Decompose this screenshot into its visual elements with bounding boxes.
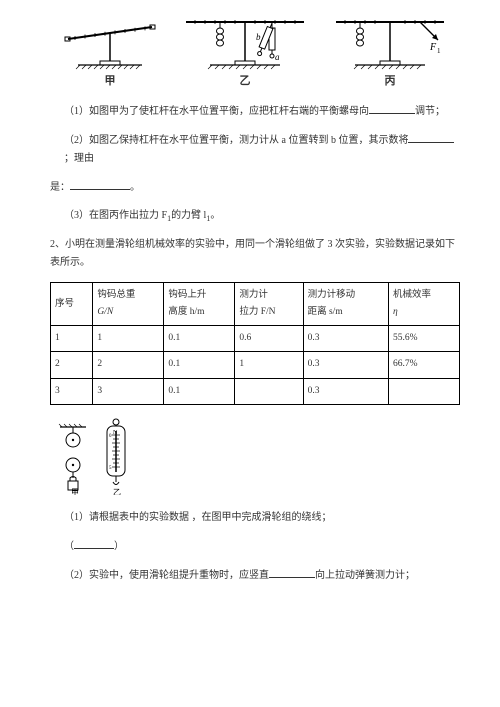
figure-yi-label: 乙 [180,72,310,92]
figure-jia: 甲 [60,15,160,92]
cell: 55.6% [388,326,459,352]
label-a: a [275,52,280,62]
dynamometer-svg: N 0 5 乙 [100,417,132,495]
svg-text:甲: 甲 [71,488,79,495]
blank-1[interactable] [369,102,415,114]
q2-p2-b: 向上拉动弹簧测力计； [315,570,415,581]
cell [388,378,459,404]
cell: 1 [93,326,164,352]
q2-p1: （1）请根据表中的实验数据 ，在图甲中完成滑轮组的绕线； [50,509,460,527]
q1-p3-c: 。 [210,210,220,221]
cell: 0.3 [303,352,388,378]
cell: 0.3 [303,326,388,352]
th-s-b: 距离 s/m [308,304,384,321]
q2-figures: 甲 N 0 5 乙 [58,417,460,495]
lever-bing-svg: F 1 [330,10,450,70]
cell: 66.7% [388,352,459,378]
cell: 1 [51,326,93,352]
th-F-b: 拉力 F/N [239,304,298,321]
lever-jia-svg [60,15,160,70]
th-eta-a: 机械效率 [393,287,455,304]
q1-p3-b: 的力臂 l [171,210,206,221]
cell: 0.1 [164,326,235,352]
table-row: 1 1 0.1 0.6 0.3 55.6% [51,326,460,352]
q1-p1: （1）如图甲为了使杠杆在水平位置平衡，应把杠杆右端的平衡螺母向 调节； [50,102,460,121]
q1-p2-d: 。 [130,182,140,193]
th-G-b: G/N [97,304,159,321]
cell: 0.1 [164,378,235,404]
th-h-b: 高度 h/m [168,304,230,321]
q1-p1-b: 调节； [415,106,445,117]
cell: 1 [235,352,303,378]
th-seq: 序号 [51,283,93,326]
q1-p2: （2）如图乙保持杠杆在水平位置平衡，测力计从 a 位置转到 b 位置，其示数将 ；… [50,131,460,168]
q1-p2c: 是： 。 [50,178,460,197]
th-G-a: 钩码总重 [97,287,159,304]
q2-p2: （2）实验中，使用滑轮组提升重物时，应竖直 向上拉动弹簧测力计； [50,566,460,585]
table-header-row: 序号 钩码总重G/N 钩码上升高度 h/m 测力计拉力 F/N 测力计移动距离 … [51,283,460,326]
table-row: 2 2 0.1 1 0.3 66.7% [51,352,460,378]
cell: 3 [51,378,93,404]
blank-paren[interactable] [74,537,114,549]
lever-figures-row: 甲 [50,10,460,92]
label-F: F [429,42,437,53]
cell: 0.3 [303,378,388,404]
cell: 2 [93,352,164,378]
figure-bing: F 1 丙 [330,10,450,92]
q1-p2-c: 是： [50,182,70,193]
th-eta-b: η [393,304,455,321]
th-h-a: 钩码上升 [168,287,230,304]
q1-p1-a: （1）如图甲为了使杠杆在水平位置平衡，应把杠杆右端的平衡螺母向 [64,106,369,117]
q1-p2-a: （2）如图乙保持杠杆在水平位置平衡，测力计从 a 位置转到 b 位置，其示数将 [64,135,408,146]
label-F-sub: 1 [437,47,441,55]
blank-3[interactable] [70,178,130,190]
th-F-a: 测力计 [239,287,298,304]
label-b: b [256,32,261,42]
q1-p2-b: ；理由 [64,153,94,164]
svg-text:乙: 乙 [113,488,121,495]
cell: 0.1 [164,352,235,378]
figure-bing-label: 丙 [330,72,450,92]
table-row: 3 3 0.1 0.3 [51,378,460,404]
paren-l: （ [64,541,74,552]
th-G: 钩码总重G/N [93,283,164,326]
figure-jia-label: 甲 [60,72,160,92]
q2-intro: 2、小明在测量滑轮组机械效率的实验中，用同一个滑轮组做了 3 次实验，实验数据记… [50,236,460,272]
figure-yi: b a 乙 [180,10,310,92]
paren-blank: （） [64,537,460,556]
blank-4[interactable] [269,566,315,578]
blank-2[interactable] [408,131,454,143]
q1-p3-a: （3）在图丙作出拉力 F [64,210,167,221]
q1-p3: （3）在图丙作出拉力 F1的力臂 l1。 [50,207,460,226]
paren-r: ） [114,541,124,552]
th-s: 测力计移动距离 s/m [303,283,388,326]
th-F: 测力计拉力 F/N [235,283,303,326]
efficiency-table: 序号 钩码总重G/N 钩码上升高度 h/m 测力计拉力 F/N 测力计移动距离 … [50,282,460,404]
th-eta: 机械效率η [388,283,459,326]
th-s-a: 测力计移动 [308,287,384,304]
cell: 0.6 [235,326,303,352]
cell [235,378,303,404]
cell: 2 [51,352,93,378]
pulley-svg: 甲 [58,423,88,495]
lever-yi-svg: b a [180,10,310,70]
cell: 3 [93,378,164,404]
th-seq-t: 序号 [55,296,88,313]
q2-p2-a: （2）实验中，使用滑轮组提升重物时，应竖直 [64,570,269,581]
th-h: 钩码上升高度 h/m [164,283,235,326]
